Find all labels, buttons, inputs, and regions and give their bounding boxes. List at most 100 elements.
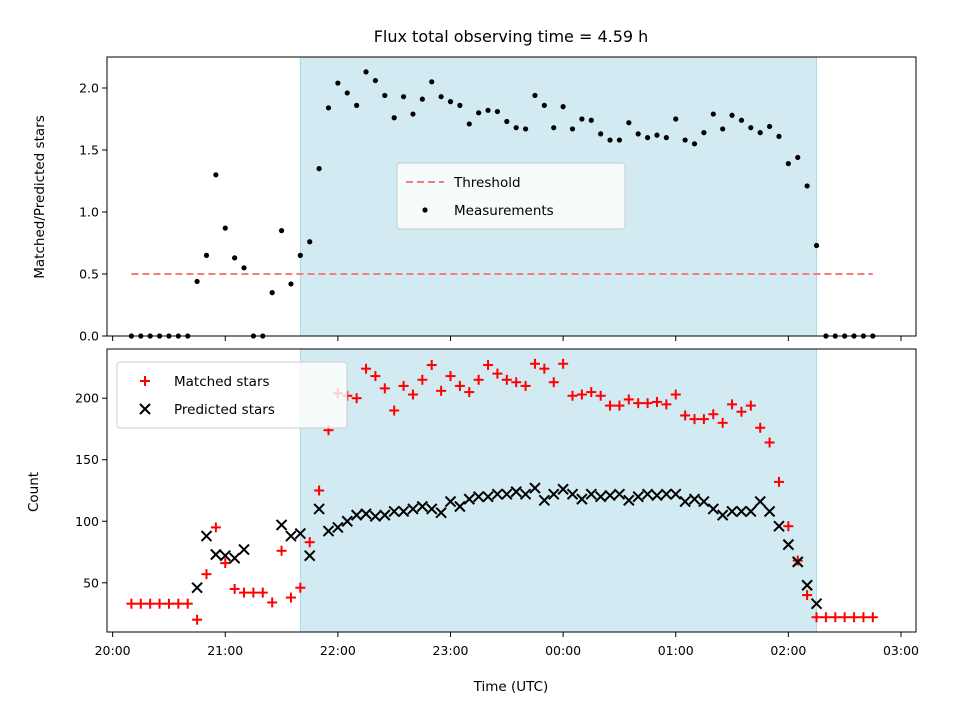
marker-stroke (454, 500, 466, 513)
measurement-point (269, 290, 275, 296)
matched-star-point (163, 598, 174, 609)
measurement-point (203, 252, 210, 258)
measurement-point (232, 255, 238, 261)
measurement-point (485, 107, 491, 113)
top-y-tick-label: 1.0 (79, 205, 99, 220)
measurement-point (494, 108, 501, 115)
predicted-star-point (219, 550, 231, 562)
marker-stroke (604, 489, 616, 502)
marker-stroke (369, 510, 382, 523)
matched-star-point (361, 363, 372, 374)
predicted-star-point (726, 505, 738, 518)
measurement-point (541, 102, 547, 108)
measurement-point (635, 131, 641, 137)
predicted-star-point (304, 550, 316, 562)
measurement-point (720, 126, 726, 132)
predicted-star-point (594, 490, 607, 503)
matched-star-point (539, 363, 550, 374)
measurement-point (813, 242, 820, 249)
marker-stroke (801, 579, 813, 591)
measurement-point (307, 239, 313, 245)
matched-star-point (651, 396, 662, 407)
marker-stroke (501, 488, 513, 500)
measurement-point (701, 130, 707, 136)
top-legend: Threshold Measurements (396, 162, 626, 230)
predicted-star-point (529, 482, 541, 494)
top-y-tick-label: 0.0 (79, 329, 99, 344)
matched-star-point (229, 583, 240, 594)
predicted-star-point (679, 495, 691, 508)
predicted-star-point (651, 489, 663, 502)
matched-star-point (248, 587, 259, 598)
marker-stroke (200, 530, 213, 542)
measurement-point (710, 111, 716, 117)
predicted-star-point (501, 488, 513, 500)
marker-stroke (388, 505, 400, 518)
measurement-point (410, 111, 416, 117)
matched-star-point (436, 385, 447, 396)
marker-stroke (482, 490, 494, 503)
predicted-star-point (745, 505, 757, 518)
marker-stroke (773, 520, 785, 532)
predicted-star-point (557, 483, 569, 495)
marker-stroke (745, 505, 757, 518)
matched-star-point (830, 612, 841, 623)
matched-star-point (407, 389, 418, 400)
marker-stroke (613, 488, 626, 500)
matched-star-point (154, 598, 165, 609)
predicted-star-point (576, 493, 588, 505)
marker-stroke (557, 483, 569, 495)
measurement-point (654, 132, 660, 138)
measurement-point (213, 172, 219, 178)
matched-star-point (182, 598, 193, 609)
matched-star-point (351, 393, 362, 404)
measurement-point (748, 125, 754, 131)
marker-stroke (632, 490, 644, 503)
matched-star-point (417, 374, 428, 385)
measurement-point (466, 121, 472, 127)
legend-box (116, 361, 348, 429)
predicted-star-point (707, 503, 719, 515)
marker-stroke (792, 556, 804, 568)
matched-star-point (689, 414, 700, 425)
predicted-star-point (210, 548, 222, 561)
matched-star-point (820, 612, 831, 623)
bottom-y-tick-label: 150 (75, 452, 99, 467)
marker-stroke (698, 495, 710, 508)
marker-stroke (519, 488, 532, 500)
matched-star-point (314, 485, 325, 496)
marker-stroke (444, 495, 457, 508)
measurement-point (316, 166, 322, 172)
measurement-point (663, 135, 669, 141)
legend-matched-swatch (140, 376, 150, 386)
matched-star-point (285, 592, 296, 603)
marker-stroke (360, 508, 372, 520)
bottom-panel-count-plot: 50 100 150 200 20:00 21:00 22:00 23:00 00:00 01:0… (75, 348, 919, 658)
matched-star-point (717, 417, 728, 428)
top-y-axis-label: Matched/Predicted stars (32, 115, 48, 278)
matched-star-point (445, 371, 456, 382)
bottom-y-tick-label: 50 (83, 575, 99, 590)
legend-label: Matched stars (174, 374, 270, 390)
marker-stroke (341, 515, 353, 527)
matched-star-point (426, 359, 437, 370)
matched-star-point (764, 437, 775, 448)
measurement-point (457, 102, 463, 108)
bottom-axes-frame (106, 348, 917, 633)
x-tick-label: 01:00 (658, 643, 694, 658)
marker-stroke (238, 543, 250, 556)
measurement-point (504, 118, 510, 125)
matched-star-point (614, 400, 625, 411)
x-tick-label: 03:00 (883, 643, 919, 658)
matched-star-point (267, 597, 278, 608)
predicted-star-point (200, 530, 213, 542)
marker-stroke (707, 503, 719, 515)
measurement-point (194, 278, 200, 285)
matched-star-point (567, 390, 578, 401)
predicted-star-point (360, 508, 372, 520)
x-tick-label: 21:00 (207, 643, 243, 658)
measurement-point (598, 131, 604, 137)
legend-box (396, 162, 626, 230)
matched-star-point (257, 587, 268, 598)
predicted-star-point (510, 486, 522, 498)
